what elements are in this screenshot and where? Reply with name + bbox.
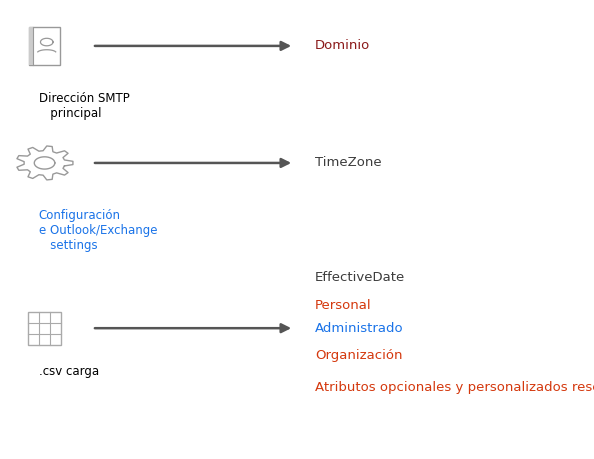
Text: Administrado: Administrado: [315, 322, 403, 335]
FancyBboxPatch shape: [29, 27, 60, 65]
Text: .csv carga: .csv carga: [39, 365, 99, 378]
FancyBboxPatch shape: [28, 312, 61, 345]
Text: Dominio: Dominio: [315, 39, 370, 52]
Polygon shape: [17, 146, 73, 180]
Text: Atributos opcionales y personalizados reservados: Atributos opcionales y personalizados re…: [315, 381, 594, 394]
Text: Configuración
e Outlook/Exchange
   settings: Configuración e Outlook/Exchange setting…: [39, 209, 157, 252]
Text: EffectiveDate: EffectiveDate: [315, 271, 405, 284]
Text: Organización: Organización: [315, 349, 402, 362]
Text: TimeZone: TimeZone: [315, 157, 381, 169]
Text: Dirección SMTP
   principal: Dirección SMTP principal: [39, 92, 129, 120]
Polygon shape: [34, 157, 55, 169]
FancyBboxPatch shape: [29, 27, 33, 65]
Text: Personal: Personal: [315, 299, 371, 312]
